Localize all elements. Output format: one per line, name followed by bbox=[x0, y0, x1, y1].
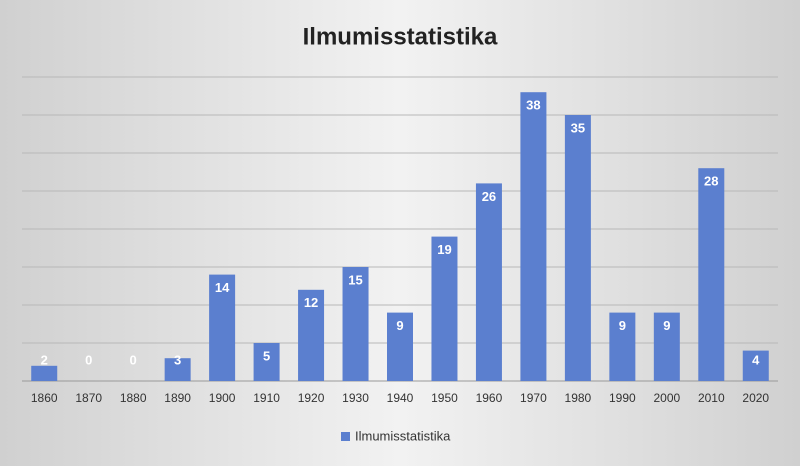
x-tick-label: 1970 bbox=[520, 391, 547, 405]
data-label: 4 bbox=[752, 352, 760, 367]
bar bbox=[742, 350, 769, 381]
data-label: 5 bbox=[263, 348, 270, 363]
x-tick-label: 2020 bbox=[742, 391, 769, 405]
x-tick-label: 1900 bbox=[209, 391, 236, 405]
x-tick-label: 1920 bbox=[298, 391, 325, 405]
x-tick-label: 1880 bbox=[120, 391, 147, 405]
x-tick-label: 2010 bbox=[698, 391, 725, 405]
x-tick-label: 1910 bbox=[253, 391, 280, 405]
data-label: 0 bbox=[85, 352, 92, 367]
bar bbox=[698, 168, 725, 381]
data-label: 14 bbox=[215, 280, 230, 295]
x-tick-label: 1860 bbox=[31, 391, 58, 405]
x-tick-label: 2000 bbox=[653, 391, 680, 405]
data-label: 3 bbox=[174, 352, 181, 367]
bar bbox=[609, 312, 636, 381]
data-label: 35 bbox=[571, 120, 585, 135]
bar bbox=[164, 358, 191, 381]
bar bbox=[253, 343, 280, 381]
x-tick-label: 1930 bbox=[342, 391, 369, 405]
bar bbox=[209, 274, 236, 381]
x-tick-label: 1960 bbox=[476, 391, 503, 405]
x-tick-label: 1940 bbox=[387, 391, 414, 405]
data-label: 15 bbox=[348, 272, 362, 287]
x-tick-label: 1870 bbox=[75, 391, 102, 405]
bar bbox=[298, 289, 325, 381]
bar bbox=[431, 236, 458, 381]
bar bbox=[653, 312, 680, 381]
data-label: 12 bbox=[304, 295, 318, 310]
data-label: 28 bbox=[704, 174, 718, 189]
bar bbox=[342, 267, 369, 381]
data-label: 9 bbox=[619, 318, 626, 333]
data-label: 9 bbox=[396, 318, 403, 333]
bar bbox=[387, 312, 413, 381]
bar bbox=[520, 92, 547, 381]
bar bbox=[31, 365, 58, 381]
bar bbox=[564, 115, 591, 381]
data-label: 9 bbox=[663, 318, 670, 333]
bar bbox=[475, 183, 502, 381]
legend-swatch bbox=[341, 432, 350, 441]
x-tick-label: 1890 bbox=[164, 391, 191, 405]
x-tick-label: 1980 bbox=[565, 391, 592, 405]
data-label: 26 bbox=[482, 189, 496, 204]
chart-title: Ilmumisstatistika bbox=[303, 23, 498, 50]
data-label: 19 bbox=[437, 242, 451, 257]
data-label: 38 bbox=[526, 98, 540, 113]
data-label: 2 bbox=[41, 352, 48, 367]
data-label: 0 bbox=[130, 352, 137, 367]
legend-label: Ilmumisstatistika bbox=[355, 428, 451, 443]
x-tick-label: 1950 bbox=[431, 391, 458, 405]
x-tick-label: 1990 bbox=[609, 391, 636, 405]
